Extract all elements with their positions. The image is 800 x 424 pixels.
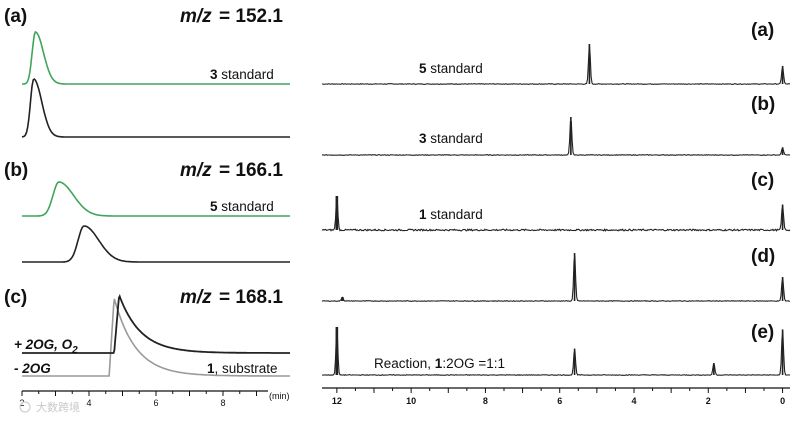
lcms-b-standard-trace xyxy=(22,181,290,217)
lcms-c-minus-2og-trace xyxy=(22,298,290,377)
lcms-a-standard-caption: 3 standard xyxy=(210,67,274,82)
watermark-logo-icon xyxy=(19,401,31,413)
watermark: 大数跨境 xyxy=(19,400,80,414)
lcms-c-substrate-caption: 1, substrate xyxy=(207,361,278,376)
nmr-spectrum-d xyxy=(321,255,791,302)
lcms-panel-a-mz-value: = 152.1 xyxy=(219,6,283,27)
lcms-a-standard-trace xyxy=(22,30,290,85)
lcms-c-plus-2og-label: + 2OG, O2 xyxy=(14,337,78,356)
lcms-panel-a-mz-prefix: m/z xyxy=(180,6,212,27)
nmr-x-tick-label: 12 xyxy=(332,396,342,406)
nmr-x-tick-label: 8 xyxy=(483,396,488,406)
nmr-c-caption: 1 standard xyxy=(419,207,483,222)
lcms-panel-c-mz-value: = 168.1 xyxy=(219,287,283,308)
nmr-panel-d-label: (d) xyxy=(751,246,775,267)
nmr-x-tick-label: 0 xyxy=(780,396,785,406)
lcms-x-tick-label: 6 xyxy=(153,398,158,408)
nmr-x-tick-label: 2 xyxy=(706,396,711,406)
nmr-b-caption: 3 standard xyxy=(419,131,483,146)
lcms-x-axis-unit: (min) xyxy=(269,391,290,401)
nmr-x-tick-label: 10 xyxy=(406,396,416,406)
watermark-text: 大数跨境 xyxy=(36,400,80,414)
nmr-x-tick-label: 6 xyxy=(557,396,562,406)
nmr-spectrum-a xyxy=(322,44,790,85)
nmr-e-caption: Reaction, 1:2OG =1:1 xyxy=(374,356,505,371)
lcms-b-standard-caption: 5 standard xyxy=(210,199,274,214)
lcms-b-sample-trace xyxy=(22,225,290,263)
nmr-panel-a-label: (a) xyxy=(751,20,774,41)
nmr-a-caption: 5 standard xyxy=(419,61,483,76)
lcms-panel-b-mz-prefix: m/z xyxy=(180,160,212,181)
lcms-panel-b-label: (b) xyxy=(4,160,28,181)
lcms-panel-a-label: (a) xyxy=(4,6,27,27)
lcms-a-sample-trace xyxy=(21,78,290,138)
nmr-panel-b-label: (b) xyxy=(751,94,775,115)
nmr-spectrum-e xyxy=(321,330,791,376)
lcms-c-plus-2og-trace xyxy=(22,293,290,354)
lcms-x-tick-label: 8 xyxy=(220,398,225,408)
nmr-panel-e-label: (e) xyxy=(751,322,774,343)
lcms-panels: (a) m/z = 152.1 3 standard (b) m/z = 166… xyxy=(4,6,290,408)
nmr-x-axis: 12 10 8 6 4 2 0 xyxy=(322,387,790,406)
lcms-panel-c-mz-prefix: m/z xyxy=(180,287,212,308)
nmr-spectrum-b xyxy=(321,120,791,156)
nmr-spectrum-c xyxy=(321,198,791,232)
lcms-x-tick-label: 4 xyxy=(86,398,91,408)
nmr-panel-c-label: (c) xyxy=(751,170,774,191)
lcms-panel-b-mz-value: = 166.1 xyxy=(219,160,283,181)
nmr-x-tick-label: 4 xyxy=(631,396,636,406)
nmr-spectra xyxy=(321,44,791,376)
lcms-panel-c-label: (c) xyxy=(4,287,27,308)
nmr-panels: (a) (b) (c) (d) (e) 5 standard 3 standar… xyxy=(321,20,791,406)
lcms-c-minus-2og-label: - 2OG xyxy=(14,361,51,376)
